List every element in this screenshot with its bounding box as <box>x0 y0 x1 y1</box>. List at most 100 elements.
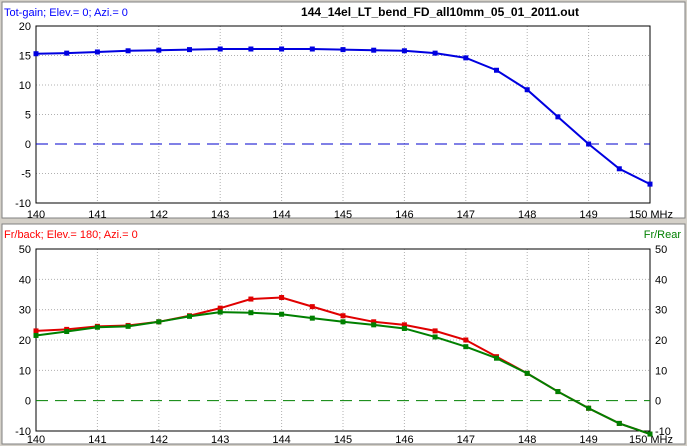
gain-point <box>463 55 469 61</box>
frrear-point <box>64 329 70 335</box>
x-tick-label: 144 <box>272 209 290 221</box>
gain-point <box>248 46 254 52</box>
gain-point <box>125 48 131 54</box>
chart-title: 144_14el_LT_bend_FD_all10mm_05_01_2011.o… <box>301 5 579 19</box>
gain-point <box>217 46 223 52</box>
x-tick-label: 140 <box>27 209 45 221</box>
frback-point <box>340 313 346 319</box>
frrear-point <box>371 322 377 328</box>
gain-point <box>371 47 377 53</box>
x-tick-label: 140 <box>27 434 45 446</box>
gain-axis-label: Tot-gain; Elev.= 0; Azi.= 0 <box>4 7 128 19</box>
x-tick-label: 144 <box>272 434 290 446</box>
frrear-point <box>94 324 100 330</box>
y-tick-label: 50 <box>19 244 31 256</box>
frrear-point <box>309 315 315 321</box>
frrear-point <box>125 323 131 329</box>
x-tick-label: 141 <box>88 209 106 221</box>
x-tick-label: 143 <box>211 209 229 221</box>
gain-point <box>156 47 162 53</box>
y-tick-label-right: 10 <box>655 365 667 377</box>
x-tick-label: 148 <box>518 434 536 446</box>
gain-point <box>494 67 499 73</box>
gain-point <box>432 50 438 56</box>
y-tick-label-right: -10 <box>655 426 671 438</box>
frrear-point <box>279 311 285 317</box>
gain-point <box>401 48 407 54</box>
x-tick-label: 148 <box>518 209 536 221</box>
frrear-point <box>248 310 254 316</box>
x-tick-label: 145 <box>334 209 352 221</box>
x-tick-label: 149 <box>579 209 597 221</box>
frrear-point <box>647 431 653 437</box>
y-tick-label: -10 <box>15 198 31 210</box>
frrear-point <box>340 319 346 325</box>
frrear-point <box>555 389 561 395</box>
y-tick-label: 15 <box>19 51 31 63</box>
y-tick-label: -5 <box>21 169 31 181</box>
y-tick-label: 0 <box>25 396 31 408</box>
frback-point <box>217 305 223 311</box>
y-tick-label: 20 <box>19 21 31 33</box>
x-tick-label: 146 <box>395 209 413 221</box>
frback-point <box>248 296 254 302</box>
x-tick-label: 147 <box>457 434 475 446</box>
x-tick-label: 147 <box>457 209 475 221</box>
frrear-point <box>494 355 499 361</box>
y-tick-label-right: 20 <box>655 335 667 347</box>
x-unit-label: 150 MHz <box>629 209 673 221</box>
gain-point <box>33 51 39 57</box>
gain-point <box>616 166 622 172</box>
y-tick-label: 0 <box>25 139 31 151</box>
frrear-axis-label: Fr/Rear <box>644 229 682 241</box>
y-tick-label: -10 <box>15 426 31 438</box>
frback-point <box>33 328 39 334</box>
frback-point <box>371 319 377 325</box>
gain-point <box>64 50 70 56</box>
frback-point <box>401 322 407 328</box>
frback-point <box>279 295 285 301</box>
y-tick-label-right: 40 <box>655 274 667 286</box>
frrear-point <box>187 313 192 319</box>
gain-point <box>586 141 592 147</box>
gain-point <box>94 49 100 55</box>
frrear-point <box>217 309 223 315</box>
y-tick-label: 10 <box>19 80 31 92</box>
gain-point <box>187 47 192 53</box>
y-tick-label-right: 50 <box>655 244 667 256</box>
y-tick-label: 5 <box>25 110 31 122</box>
frrear-point <box>616 420 622 426</box>
y-tick-label-right: 0 <box>655 396 661 408</box>
x-unit-label: 150 MHz <box>629 434 673 446</box>
frrear-point <box>524 370 530 376</box>
y-tick-label: 20 <box>19 335 31 347</box>
y-tick-label: 30 <box>19 305 31 317</box>
frback-point <box>309 304 315 310</box>
x-tick-label: 146 <box>395 434 413 446</box>
gain-point <box>555 114 561 120</box>
x-tick-label: 141 <box>88 434 106 446</box>
x-tick-label: 143 <box>211 434 229 446</box>
frrear-point <box>586 405 592 411</box>
gain-point <box>279 46 285 52</box>
plot-frame <box>35 248 651 432</box>
y-tick-label-right: 30 <box>655 305 667 317</box>
x-tick-label: 149 <box>579 434 597 446</box>
frrear-point <box>401 325 407 331</box>
y-tick-label: 40 <box>19 274 31 286</box>
frrear-point <box>156 319 162 325</box>
x-tick-label: 145 <box>334 434 352 446</box>
x-tick-label: 142 <box>150 209 168 221</box>
frrear-point <box>432 334 438 340</box>
gain-point <box>340 47 346 53</box>
gain-point <box>647 181 653 187</box>
frback-axis-label: Fr/back; Elev.= 180; Azi.= 0 <box>4 229 138 241</box>
frrear-point <box>463 344 469 350</box>
frback-point <box>432 328 438 334</box>
x-tick-label: 142 <box>150 434 168 446</box>
frback-point <box>463 337 469 343</box>
y-tick-label: 10 <box>19 365 31 377</box>
